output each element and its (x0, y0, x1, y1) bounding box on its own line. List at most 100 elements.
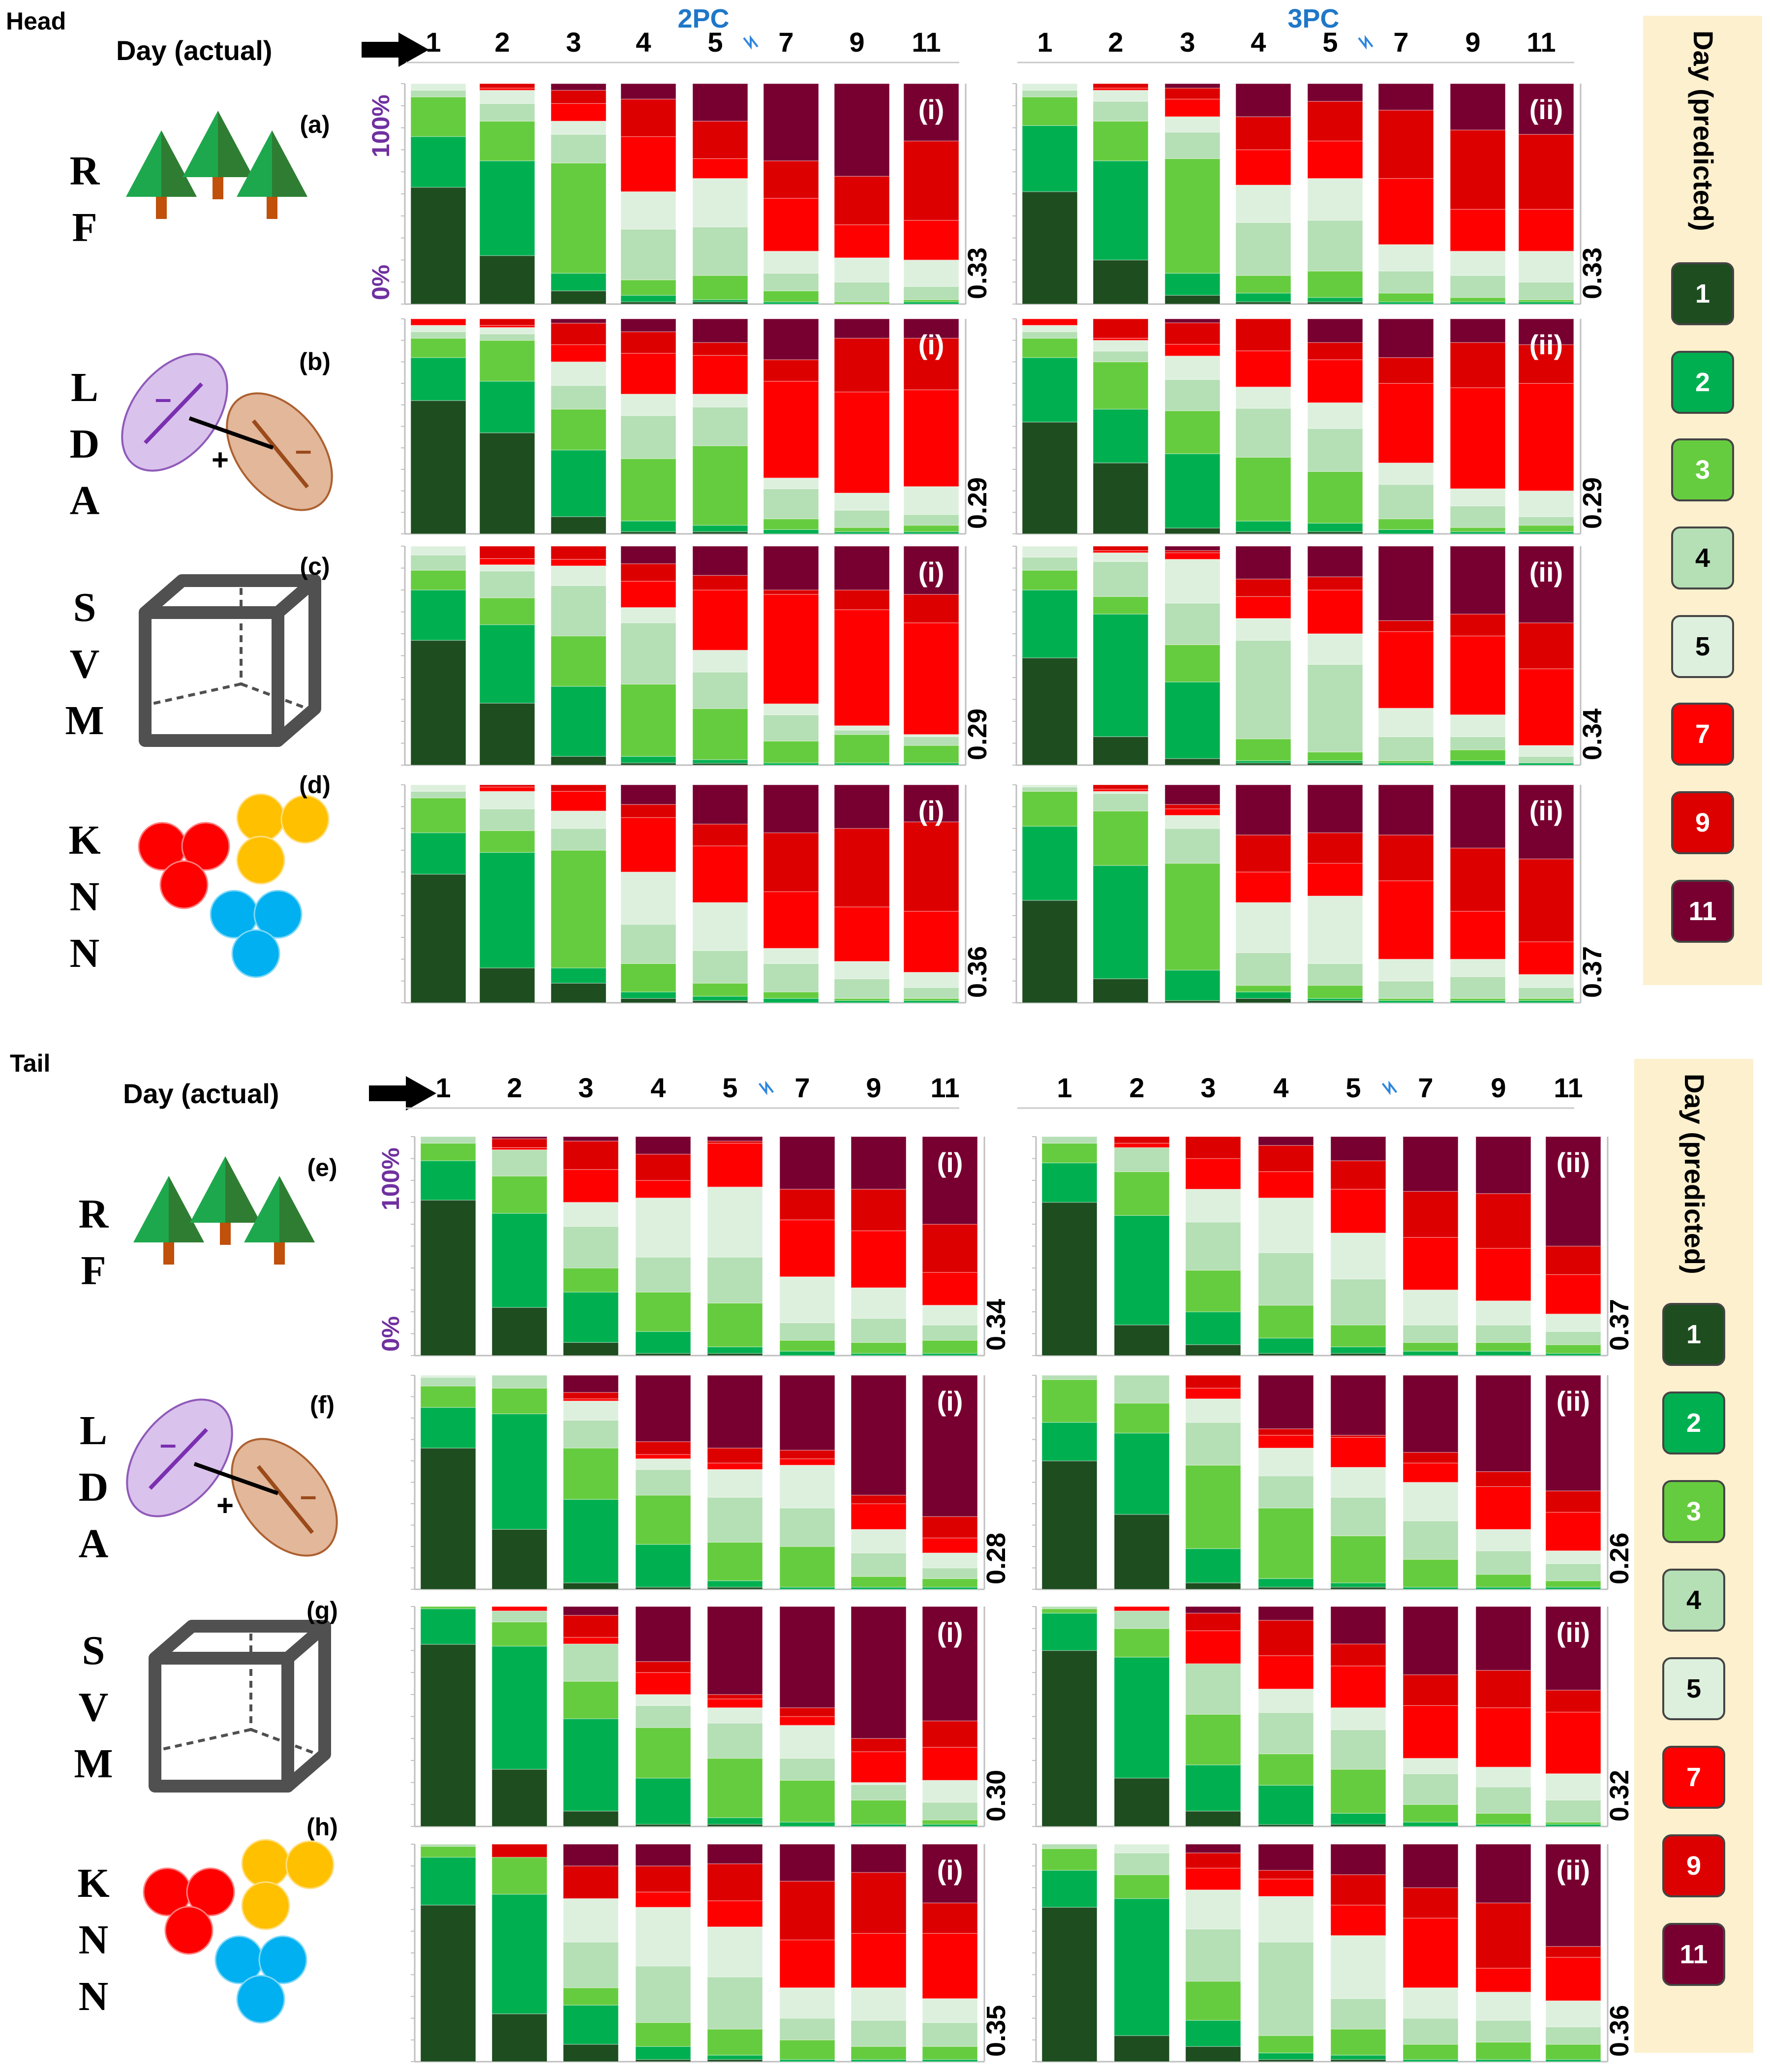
bar-segment-day-5-pred-3 (707, 2028, 763, 2056)
bar-segment-day-5-pred-9 (707, 1694, 763, 1700)
bar-segment-day-2-pred-3 (1093, 361, 1149, 410)
bar-segment-day-2-pred-4 (491, 1149, 548, 1176)
bar-segment-day-11-pred-7 (1518, 209, 1574, 252)
bar-segment-day-4-pred-9 (1235, 835, 1291, 872)
bar-segment-day-7-pred-4 (779, 1322, 835, 1341)
bar-segment-day-3-pred-5 (1164, 815, 1221, 829)
panel-letter: (b) (299, 348, 331, 375)
bar-segment-day-2-pred-1 (1114, 1514, 1170, 1590)
bar-segment-day-3-pred-4 (550, 828, 607, 851)
y-axis-label-top: 100% (377, 1147, 404, 1210)
bar-segment-day-3-pred-4 (1185, 1422, 1241, 1466)
legend-label: 5 (1686, 1674, 1701, 1703)
bar-segment-day-7-pred-4 (1378, 736, 1434, 761)
bar-segment-day-3-pred-3 (1164, 410, 1221, 454)
legend-swatch-11 (1671, 880, 1734, 943)
lda-ellipses-icon: – – + (121, 353, 333, 511)
bar-segment-day-4-pred-7 (1258, 1435, 1314, 1449)
bar-segment-day-2-pred-5 (1114, 1844, 1170, 1854)
bar-segment-day-2-pred-3 (1114, 1402, 1170, 1434)
bar-segment-day-1-pred-4 (1022, 557, 1078, 571)
bar-segment-day-11-pred-2 (903, 762, 959, 766)
bar-segment-day-5-pred-5 (1307, 402, 1363, 429)
bar-segment-day-4-pred-11 (620, 318, 676, 332)
bar-segment-day-9-pred-11 (1450, 784, 1506, 849)
bar-segment-day-5-pred-7 (692, 355, 748, 395)
bar-segment-day-4-pred-3 (620, 279, 676, 296)
bar-segment-day-9-pred-4 (1450, 505, 1506, 528)
bar-segment-day-4-pred-5 (1235, 185, 1291, 223)
bar-segment-day-2-pred-9 (1093, 784, 1149, 790)
bar-segment-day-3-pred-5 (1164, 558, 1221, 604)
bar-segment-day-11-pred-3 (1545, 1580, 1601, 1588)
bar-segment-day-3-pred-3 (550, 408, 607, 451)
bar-segment-day-4-pred-2 (635, 1331, 691, 1354)
bar-segment-day-3-pred-7 (1164, 552, 1221, 560)
bar-segment-day-7-pred-9 (763, 160, 819, 199)
bar-segment-day-11-pred-11 (922, 1606, 978, 1722)
bar-segment-day-1-pred-2 (410, 832, 466, 875)
bar-segment-day-9-pred-7 (851, 1503, 907, 1530)
bar-segment-day-11-pred-11 (1545, 1606, 1601, 1691)
method-letter-svm: S (73, 585, 96, 630)
bar-segment-day-2-pred-4 (491, 1610, 548, 1623)
bar-segment-day-5-pred-5 (1330, 1935, 1386, 1999)
bar-segment-day-11-pred-4 (1545, 1799, 1601, 1823)
bar-segment-day-7-pred-5 (1403, 1758, 1459, 1774)
bar-segment-day-9-pred-3 (851, 2046, 907, 2060)
bar-segment-day-2-pred-1 (1093, 736, 1149, 766)
day-header-label: 7 (1393, 27, 1408, 58)
bar-segment-day-9-pred-4 (834, 510, 890, 528)
bar-segment-day-3-pred-9 (1164, 88, 1221, 100)
bar-segment-day-2-pred-5 (479, 90, 535, 104)
bar-segment-day-5-pred-4 (1330, 1729, 1386, 1770)
bar-segment-day-11-pred-9 (903, 821, 959, 912)
bar-segment-day-9-pred-4 (851, 1318, 907, 1343)
bar-segment-day-9-pred-7 (1450, 209, 1506, 252)
pc-label-2pc: 2PC (677, 4, 729, 33)
bar-segment-day-4-pred-3 (1258, 2035, 1314, 2054)
bar-segment-day-11-pred-11 (1545, 1136, 1601, 1247)
bar-segment-day-11-pred-9 (1545, 1946, 1601, 1958)
bar-segment-day-5-pred-7 (692, 589, 748, 651)
day-header-label: 1 (435, 1072, 451, 1103)
bar-segment-day-3-pred-11 (550, 318, 607, 324)
bar-segment-day-2-pred-3 (479, 121, 535, 161)
bar-segment-day-9-pred-3 (851, 1576, 907, 1588)
bar-segment-day-3-pred-2 (563, 2005, 619, 2045)
bar-segment-day-4-pred-9 (620, 563, 676, 582)
bar-segment-day-1-pred-4 (1022, 331, 1078, 339)
bar-segment-day-7-pred-9 (1378, 620, 1434, 632)
bar-segment-day-5-pred-5 (1307, 896, 1363, 964)
bar-segment-day-4-pred-7 (1258, 1171, 1314, 1199)
bar-segment-day-1-pred-5 (410, 784, 466, 792)
bar-segment-day-3-pred-9 (1185, 1375, 1241, 1389)
bar-segment-day-4-pred-7 (635, 1672, 691, 1695)
bar-segment-day-5-pred-4 (1330, 1278, 1386, 1326)
bar-segment-day-9-pred-7 (1450, 387, 1506, 489)
bar-segment-day-5-pred-1 (692, 301, 748, 305)
bar-segment-day-3-pred-1 (1164, 527, 1221, 534)
bar-segment-day-3-pred-3 (563, 1681, 619, 1719)
bar-segment-day-3-pred-4 (1185, 1663, 1241, 1715)
bar-segment-day-7-pred-2 (763, 529, 819, 534)
bar-segment-day-3-pred-2 (1185, 1548, 1241, 1583)
bar-segment-day-7-pred-4 (1378, 271, 1434, 294)
bar-segment-day-11-pred-5 (1518, 250, 1574, 282)
method-letter-svm: V (79, 1684, 109, 1730)
accuracy-value-label: 0.35 (981, 2005, 1011, 2057)
bar-segment-day-9-pred-9 (834, 176, 890, 225)
bar-segment-day-9-pred-5 (1475, 1300, 1531, 1326)
chart-panel: (i) 0.29 (c) (300, 546, 992, 766)
bar-segment-day-7-pred-2 (779, 1822, 835, 1827)
bar-segment-day-9-pred-11 (1450, 318, 1506, 343)
bar-segment-day-9-pred-11 (851, 1844, 907, 1873)
svg-text:–: – (295, 433, 311, 466)
bar-segment-day-9-pred-9 (851, 1189, 907, 1232)
bar-segment-day-4-pred-2 (635, 2046, 691, 2060)
bar-segment-day-2-pred-2 (1114, 1657, 1170, 1779)
bar-segment-day-1-pred-4 (420, 1377, 476, 1387)
legend-swatch-1 (1662, 1303, 1725, 1366)
bar-segment-day-7-pred-7 (1378, 631, 1434, 709)
bar-segment-day-5-pred-7 (1307, 589, 1363, 634)
